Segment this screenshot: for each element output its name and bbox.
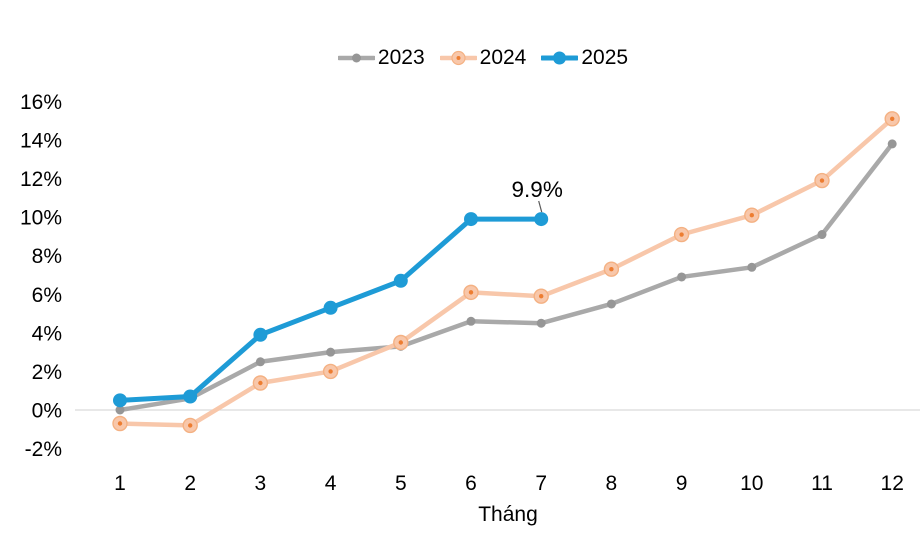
data-point-center-dot: [398, 340, 403, 345]
data-point-2025: [464, 212, 478, 227]
y-tick-label: 14%: [20, 130, 62, 153]
data-point-center-dot: [328, 369, 333, 374]
y-tick-label: 8%: [32, 245, 62, 268]
series-line-2024: [117, 116, 895, 428]
data-point-2025: [113, 393, 127, 408]
data-point-2023: [255, 357, 265, 367]
data-point-center-dot: [890, 116, 895, 122]
legend-item-2025: 2025: [541, 47, 628, 68]
data-point-2023: [326, 347, 336, 357]
legend-label-2024: 2024: [479, 46, 527, 69]
x-tick-label: 1: [114, 472, 126, 495]
y-tick-label: -2%: [25, 438, 62, 461]
data-point-center-dot: [819, 178, 825, 183]
y-tick-label: 16%: [20, 91, 62, 114]
x-tick-label: 12: [881, 472, 904, 495]
data-point-2023: [887, 139, 897, 149]
x-tick-label: 9: [676, 472, 688, 495]
legend-item-2024: 2024: [439, 46, 527, 69]
x-tick-label: 4: [325, 472, 337, 495]
x-tick-label: 3: [255, 472, 267, 495]
data-point-2025: [323, 300, 338, 315]
x-tick-label: 7: [535, 472, 547, 495]
x-tick-label: 2: [184, 472, 196, 495]
y-tick-label: 12%: [20, 168, 62, 191]
legend-marker-2024-icon: [439, 50, 477, 65]
y-tick-label: 0%: [32, 400, 62, 423]
x-tick-label: 6: [465, 472, 477, 495]
data-point-center-dot: [117, 421, 123, 426]
y-tick-label: 6%: [32, 284, 62, 307]
legend-item-2023: 2023: [337, 46, 425, 69]
data-point-center-dot: [609, 267, 614, 272]
series-line-2023: [117, 141, 895, 413]
x-tick-label: 5: [395, 472, 407, 495]
data-point-2023: [817, 230, 827, 240]
data-point-center-dot: [749, 213, 754, 218]
data-point-center-dot: [188, 423, 193, 428]
data-point-2023: [115, 405, 125, 415]
y-tick-label: 10%: [20, 207, 62, 230]
data-point-center-dot: [679, 232, 684, 237]
data-point-2023: [466, 316, 476, 326]
legend-marker-dot: [456, 55, 461, 60]
data-point-2023: [536, 318, 546, 328]
data-point-2023: [677, 272, 687, 282]
data-point-center-dot: [258, 380, 263, 386]
data-point-center-dot: [539, 294, 544, 299]
legend-marker-2025-icon: [541, 51, 579, 64]
x-axis-title: Tháng: [478, 503, 538, 526]
legend-marker-swatch: [553, 51, 567, 64]
legend-label-2025: 2025: [581, 46, 629, 69]
y-tick-label: 2%: [32, 361, 62, 384]
annotation-leader-line: [538, 200, 543, 213]
y-tick-label: 4%: [32, 322, 62, 345]
data-point-2023: [606, 299, 616, 309]
x-tick-label: 8: [606, 472, 618, 495]
data-point-2025: [183, 389, 198, 404]
legend-label-2023: 2023: [377, 46, 425, 69]
data-point-center-dot: [468, 290, 474, 295]
data-label-2025-latest: 9.9%: [512, 177, 563, 202]
data-point-2025: [393, 273, 408, 288]
legend-marker-swatch: [351, 53, 361, 62]
chart-legend: 2023 2024 2025: [0, 47, 924, 68]
x-tick-label: 11: [811, 472, 833, 495]
legend-marker-2023-icon: [337, 53, 375, 62]
data-point-2025: [253, 327, 268, 342]
data-point-2023: [747, 262, 757, 272]
x-tick-label: 10: [740, 472, 763, 495]
data-point-2025: [534, 212, 549, 227]
